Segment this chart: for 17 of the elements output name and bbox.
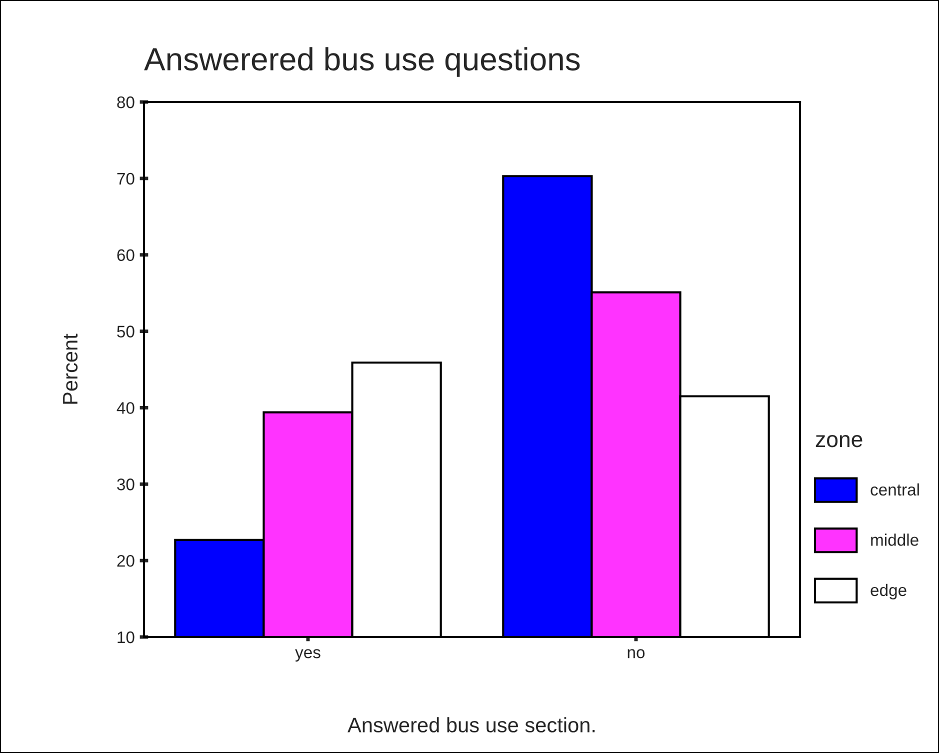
y-tick-label: 60: [117, 249, 134, 262]
chart-title: Answerered bus use questions: [144, 47, 580, 77]
y-tick-label: 80: [117, 96, 134, 108]
y-axis-title: Percent: [63, 334, 78, 404]
y-tick-label: 40: [116, 402, 134, 414]
y-tick-label: 30: [117, 478, 134, 490]
x-tick-label: yes: [295, 649, 320, 662]
legend-label: edge: [870, 584, 906, 600]
legend-title: zone: [816, 435, 862, 448]
x-axis-title: Answered bus use section.: [348, 717, 595, 732]
legend-label: central: [870, 483, 919, 496]
x-tick-label: no: [628, 649, 645, 658]
y-tick-label: 70: [117, 172, 134, 185]
y-tick-label: 10: [118, 631, 134, 644]
legend-label: middle: [871, 534, 918, 546]
y-tick-label: 50: [117, 326, 134, 338]
y-tick-label: 20: [117, 554, 134, 567]
